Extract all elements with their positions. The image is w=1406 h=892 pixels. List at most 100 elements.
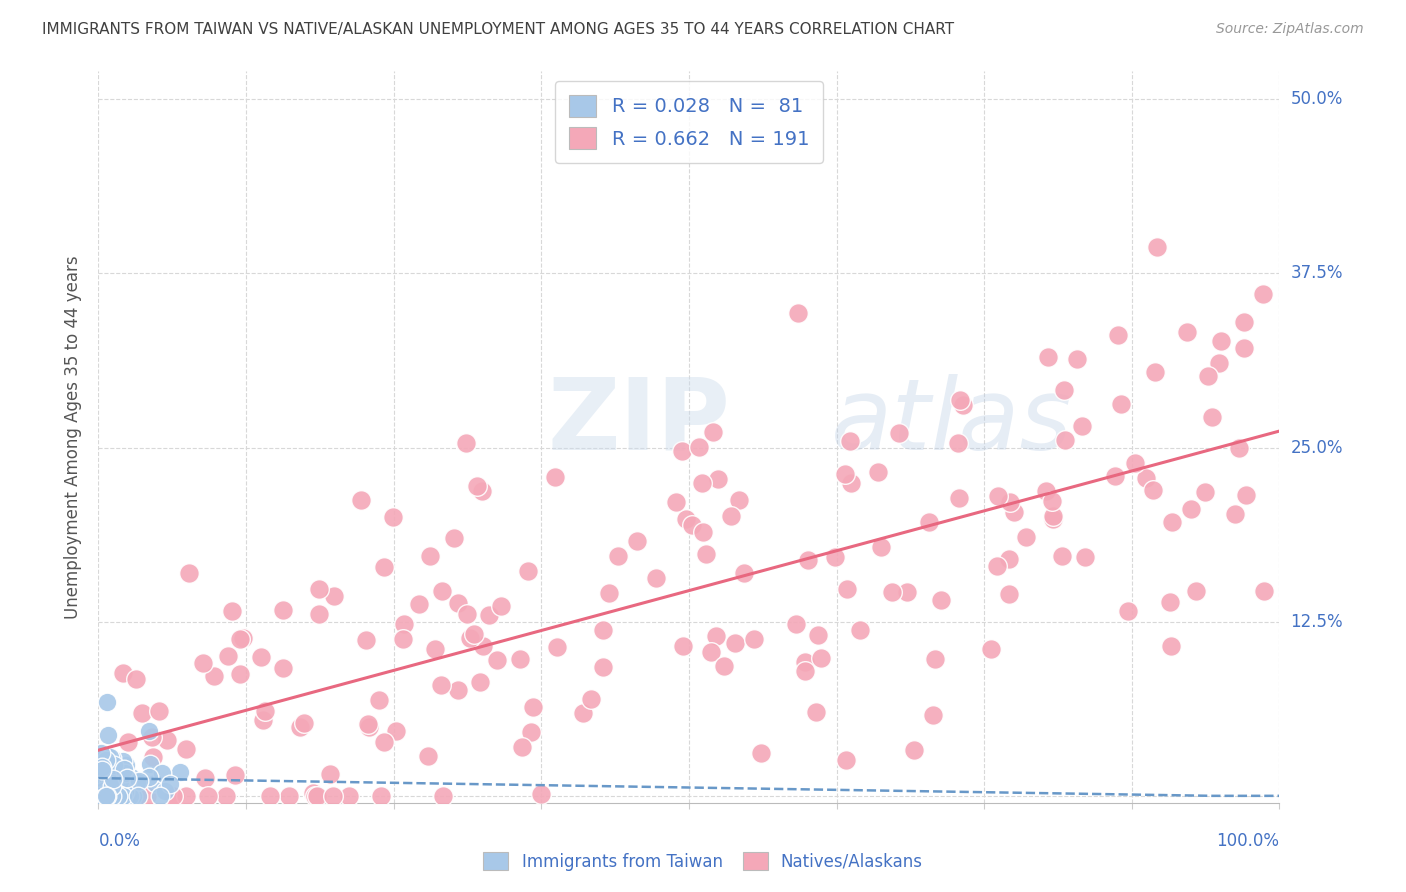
Point <box>107 789 129 803</box>
Point <box>87 789 110 803</box>
Point <box>112 762 135 776</box>
Point <box>456 607 478 621</box>
Point <box>1142 483 1164 497</box>
Point <box>1053 433 1076 447</box>
Point <box>510 739 533 754</box>
Point <box>250 649 273 664</box>
Point <box>100 780 122 795</box>
Point <box>1074 549 1097 564</box>
Point <box>1232 341 1254 355</box>
Point <box>153 783 176 797</box>
Point <box>1197 369 1219 384</box>
Point <box>804 705 827 719</box>
Point <box>592 660 614 674</box>
Point <box>370 789 392 803</box>
Point <box>1146 240 1168 254</box>
Point <box>228 632 250 646</box>
Point <box>174 741 197 756</box>
Point <box>1000 495 1022 509</box>
Point <box>1135 470 1157 484</box>
Point <box>138 724 160 739</box>
Point <box>471 639 494 653</box>
Point <box>100 779 122 793</box>
Point <box>949 392 972 407</box>
Point <box>948 435 970 450</box>
Point <box>305 789 328 803</box>
Point <box>277 789 299 803</box>
Point <box>465 479 488 493</box>
Point <box>97 749 120 764</box>
Point <box>96 789 118 803</box>
Point <box>987 490 1010 504</box>
Point <box>581 692 603 706</box>
Point <box>849 623 872 637</box>
Point <box>998 552 1021 566</box>
Point <box>720 508 742 523</box>
Point <box>115 774 138 789</box>
Point <box>120 770 142 784</box>
Text: 25.0%: 25.0% <box>1291 439 1343 457</box>
Point <box>447 596 470 610</box>
Point <box>128 789 150 803</box>
Point <box>373 559 395 574</box>
Text: 100.0%: 100.0% <box>1216 832 1279 850</box>
Point <box>626 533 648 548</box>
Point <box>96 696 118 710</box>
Point <box>111 754 134 768</box>
Point <box>598 586 620 600</box>
Point <box>1070 419 1092 434</box>
Point <box>138 757 160 772</box>
Point <box>675 512 697 526</box>
Point <box>229 667 252 681</box>
Point <box>835 582 858 596</box>
Point <box>408 597 430 611</box>
Point <box>835 753 858 767</box>
Point <box>101 772 124 786</box>
Point <box>866 465 889 479</box>
Point <box>1116 604 1139 618</box>
Point <box>118 789 141 803</box>
Point <box>115 772 138 786</box>
Point <box>432 583 454 598</box>
Point <box>101 750 124 764</box>
Point <box>114 785 136 799</box>
Point <box>105 765 128 780</box>
Point <box>1107 328 1129 343</box>
Point <box>91 784 114 798</box>
Point <box>114 766 136 780</box>
Point <box>91 763 114 777</box>
Point <box>271 661 294 675</box>
Point <box>530 788 553 802</box>
Text: ZIP: ZIP <box>547 374 730 471</box>
Point <box>169 764 191 779</box>
Point <box>96 789 118 803</box>
Point <box>692 524 714 539</box>
Point <box>96 789 118 803</box>
Point <box>117 735 139 749</box>
Point <box>793 665 815 679</box>
Point <box>101 789 124 803</box>
Point <box>1161 515 1184 529</box>
Point <box>127 789 149 803</box>
Point <box>259 789 281 803</box>
Legend: R = 0.028   N =  81, R = 0.662   N = 191: R = 0.028 N = 81, R = 0.662 N = 191 <box>555 81 823 163</box>
Point <box>986 558 1008 573</box>
Point <box>322 789 344 803</box>
Point <box>384 723 406 738</box>
Point <box>357 720 380 734</box>
Point <box>841 476 863 491</box>
Point <box>252 713 274 727</box>
Point <box>1144 366 1167 380</box>
Point <box>672 639 695 653</box>
Point <box>304 789 326 803</box>
Point <box>1123 456 1146 470</box>
Point <box>96 753 118 767</box>
Point <box>191 657 214 671</box>
Point <box>704 629 727 643</box>
Point <box>89 789 111 803</box>
Point <box>918 515 941 529</box>
Point <box>100 758 122 772</box>
Point <box>127 775 149 789</box>
Point <box>1040 493 1063 508</box>
Point <box>89 789 111 803</box>
